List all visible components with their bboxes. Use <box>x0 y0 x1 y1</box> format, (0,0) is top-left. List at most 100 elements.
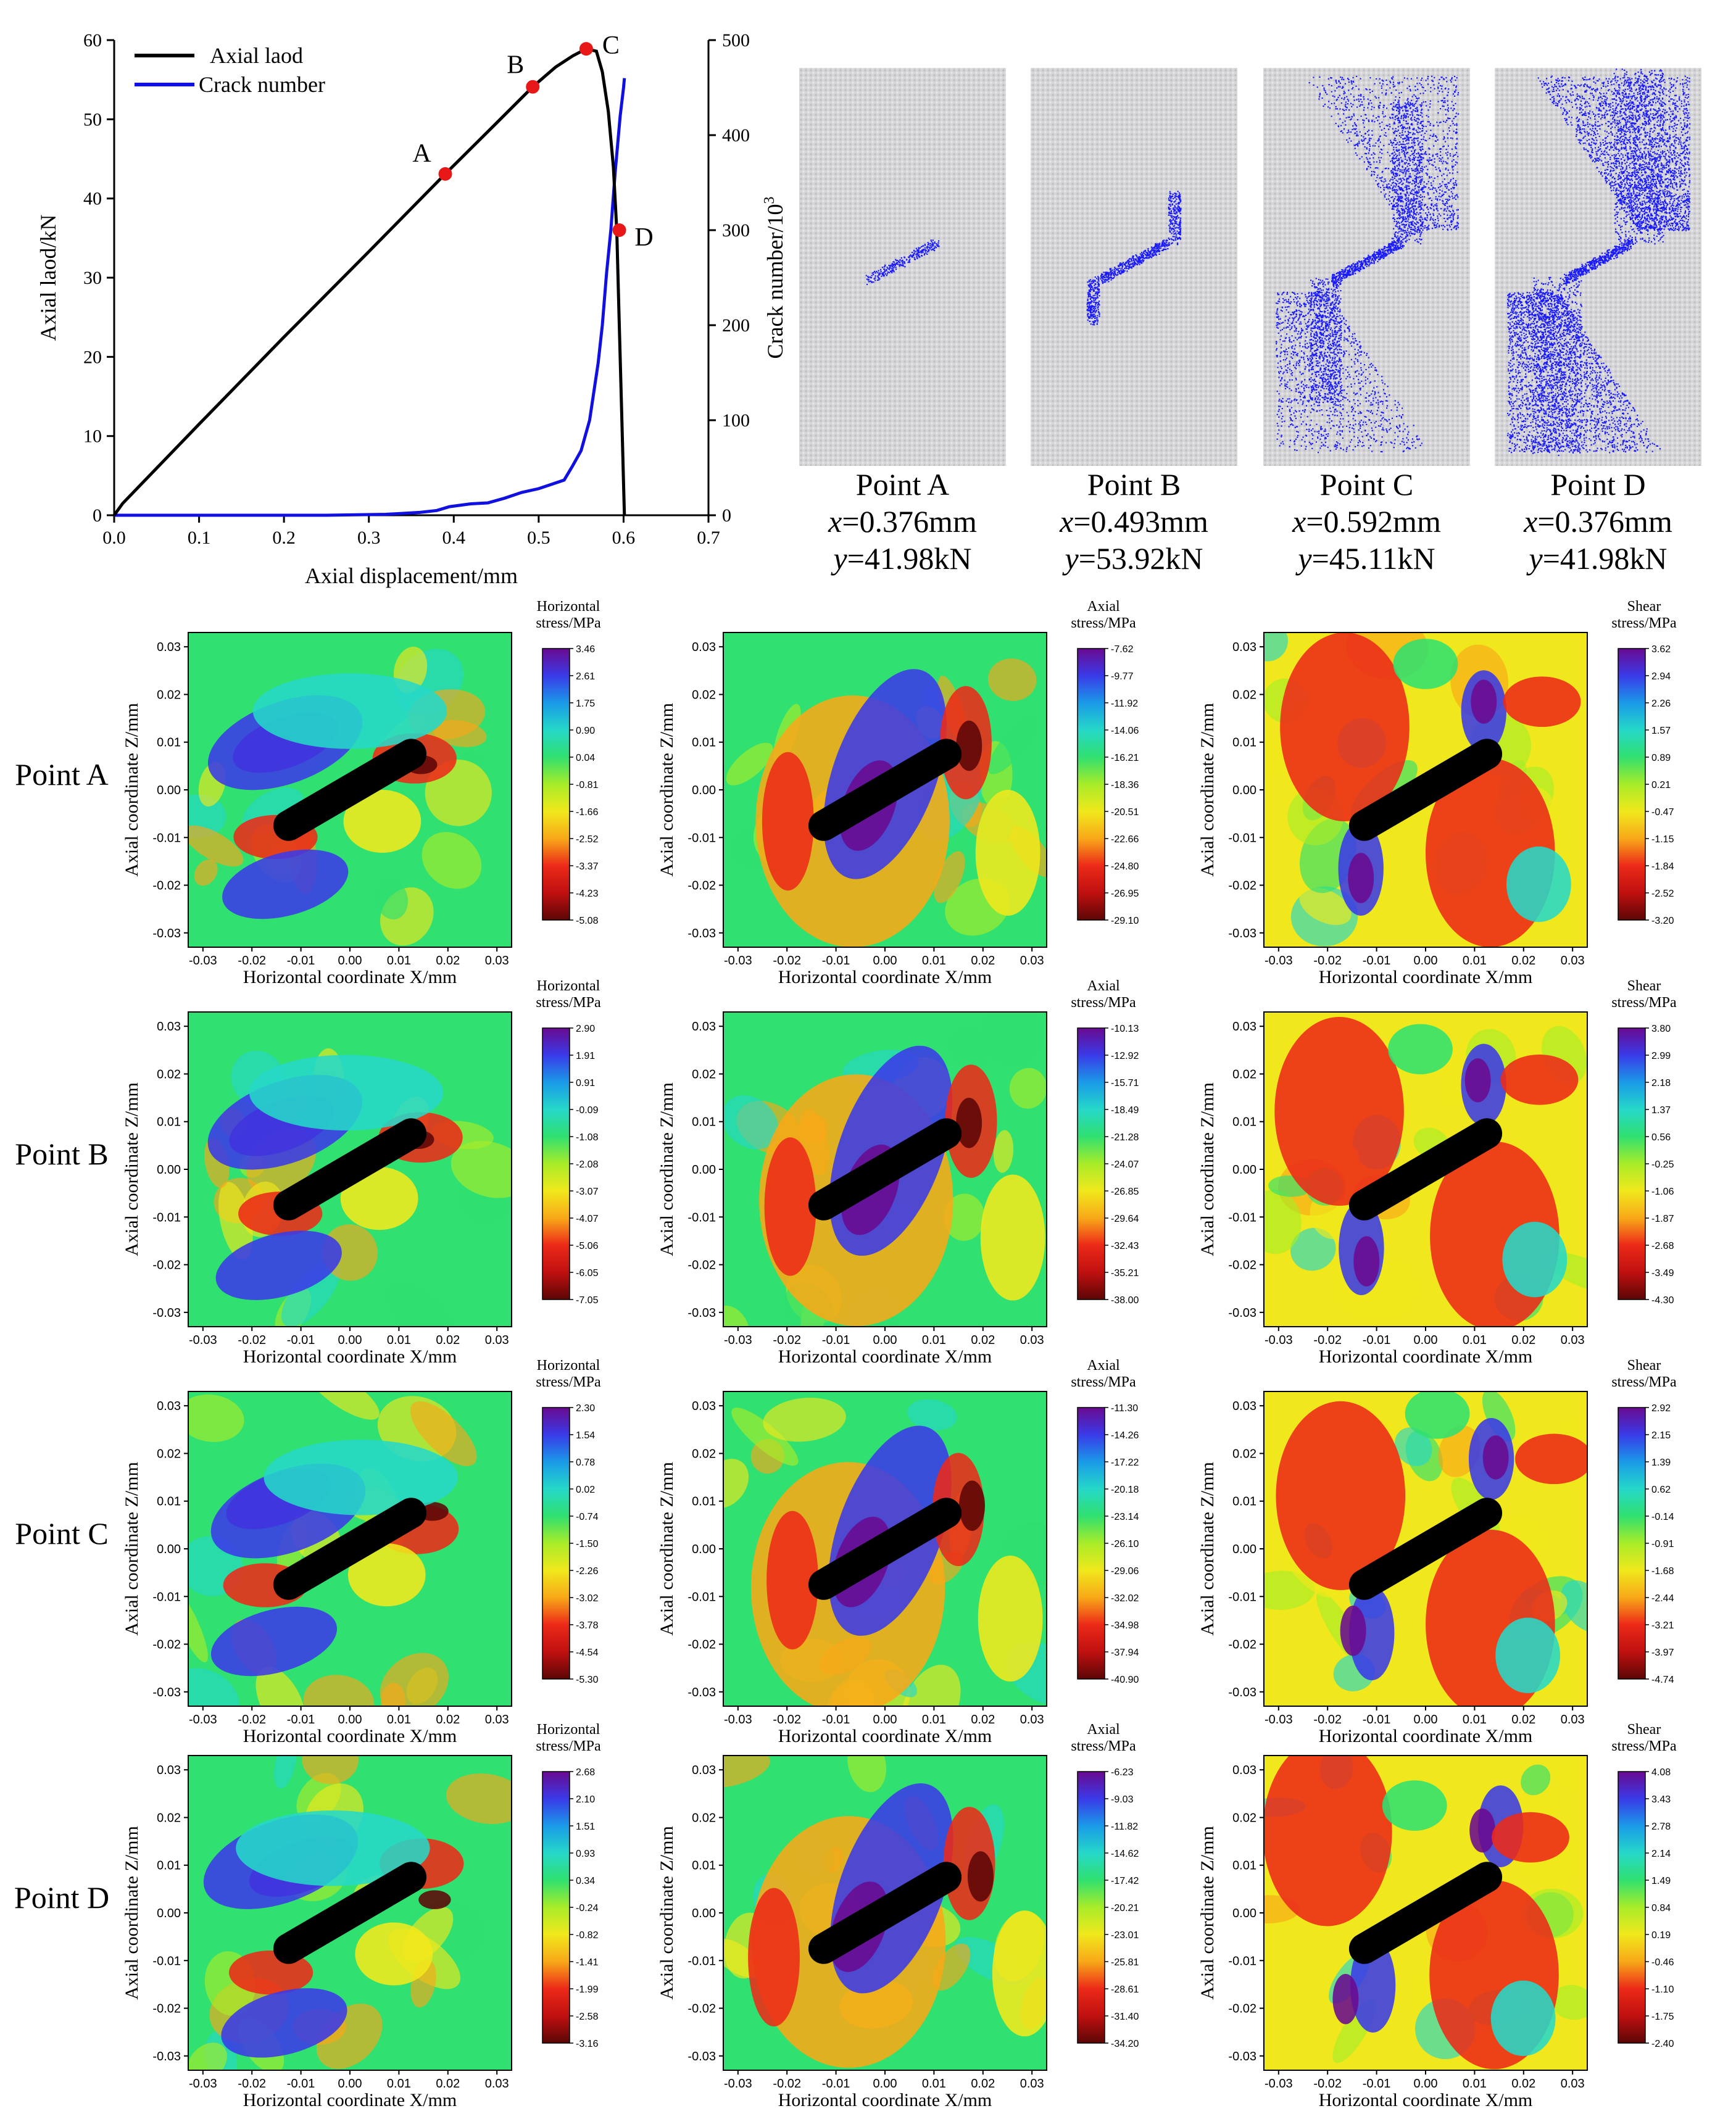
crack-dot <box>895 267 897 268</box>
crack-dot <box>1092 297 1094 299</box>
crack-dot <box>1408 157 1410 159</box>
crack-dot <box>1277 292 1279 294</box>
crack-dot <box>1176 215 1178 218</box>
crack-dot <box>883 272 884 274</box>
crack-dot <box>1446 119 1448 122</box>
crack-dot <box>1418 204 1420 206</box>
crack-dot <box>1421 189 1422 191</box>
crack-dot <box>891 272 893 273</box>
crack-dot <box>1398 241 1400 243</box>
crack-dot <box>1430 207 1432 210</box>
crack-dot <box>1340 368 1342 370</box>
crack-dot <box>891 268 893 270</box>
crack-dot <box>1325 278 1327 280</box>
crack-dot <box>1334 391 1335 393</box>
crack-dot <box>1334 282 1335 284</box>
crack-dot <box>1323 371 1324 373</box>
crack-dot <box>1322 360 1324 362</box>
crack-dot <box>930 247 932 249</box>
crack-dot <box>1347 366 1348 368</box>
crack-dot <box>1168 243 1170 245</box>
crack-dot <box>1277 315 1279 317</box>
crack-dot <box>1326 378 1329 380</box>
crack-dot <box>1413 228 1414 230</box>
crack-dot <box>1319 315 1321 317</box>
crack-dot <box>1169 215 1172 217</box>
crack-dot <box>1418 196 1420 197</box>
crack-dot <box>1309 378 1311 380</box>
crack-dot <box>1308 320 1310 322</box>
crack-dot <box>1413 157 1415 160</box>
crack-dot <box>1361 265 1363 267</box>
crack-dot <box>1171 228 1173 230</box>
crack-dot <box>1295 426 1297 428</box>
crack-dot <box>1327 397 1329 399</box>
crack-dot <box>1277 321 1279 324</box>
crack-dot <box>1309 310 1311 312</box>
crack-dot <box>1297 305 1298 307</box>
crack-dot <box>1408 239 1410 241</box>
crack-dot <box>1342 269 1344 271</box>
crack-dot <box>1098 315 1100 317</box>
crack-dot <box>873 278 875 280</box>
crack-dot <box>1402 246 1404 248</box>
crack-dot <box>1405 120 1407 122</box>
crack-dot <box>1318 98 1320 100</box>
crack-dot <box>1289 446 1290 448</box>
crack-dot <box>1321 380 1324 382</box>
crack-dot <box>1405 168 1406 170</box>
crack-dot <box>1173 239 1175 241</box>
crack-dot <box>1417 110 1419 112</box>
crack-dot <box>919 256 921 258</box>
crack-dot <box>1308 346 1310 347</box>
crack-dot <box>1333 286 1335 288</box>
crack-dot <box>1292 312 1294 313</box>
crack-dot <box>931 241 932 243</box>
crack-dot <box>1373 400 1374 402</box>
crack-dot <box>1323 299 1325 302</box>
crack-dot <box>923 249 924 251</box>
crack-dot <box>1339 367 1340 369</box>
specimen-point-name: Point B <box>1087 467 1181 502</box>
crack-dot <box>1394 106 1396 108</box>
crack-dot <box>1344 397 1345 399</box>
crack-dot <box>1368 256 1369 259</box>
crack-dot <box>1332 369 1334 371</box>
crack-dot <box>1362 424 1364 426</box>
crack-dot <box>1148 257 1150 259</box>
crack-dot <box>1376 257 1378 259</box>
crack-dot <box>874 275 876 277</box>
crack-dot <box>1299 342 1301 344</box>
crack-dot <box>1334 280 1335 282</box>
crack-dot <box>922 245 924 247</box>
crack-dot <box>1311 447 1313 449</box>
crack-dot <box>1412 147 1414 149</box>
crack-dot <box>877 279 879 281</box>
crack-dot <box>1374 258 1376 260</box>
crack-dot <box>1397 208 1398 210</box>
crack-dot <box>1120 264 1122 266</box>
crack-dot <box>1402 201 1404 203</box>
crack-dot <box>1113 275 1116 277</box>
crack-dot <box>1340 361 1342 363</box>
crack-dot <box>1356 99 1358 101</box>
crack-dot <box>1280 330 1282 331</box>
crack-dot <box>1352 425 1354 426</box>
crack-dot <box>1285 349 1287 350</box>
crack-dot <box>1370 381 1372 383</box>
crack-dot <box>1289 379 1290 381</box>
crack-dot <box>1337 278 1339 280</box>
crack-dot <box>1106 276 1108 278</box>
crack-dot <box>1169 223 1171 225</box>
crack-dot <box>1371 393 1373 395</box>
crack-dot <box>1364 260 1366 262</box>
crack-dot <box>1332 316 1335 318</box>
crack-dot <box>1384 392 1385 394</box>
crack-dot <box>1328 362 1330 364</box>
crack-dot <box>1402 437 1404 440</box>
crack-dot <box>1402 130 1403 131</box>
crack-dot <box>1400 157 1402 159</box>
crack-dot <box>1405 199 1407 201</box>
crack-dot <box>1374 259 1376 261</box>
series-crack-number <box>114 78 626 517</box>
